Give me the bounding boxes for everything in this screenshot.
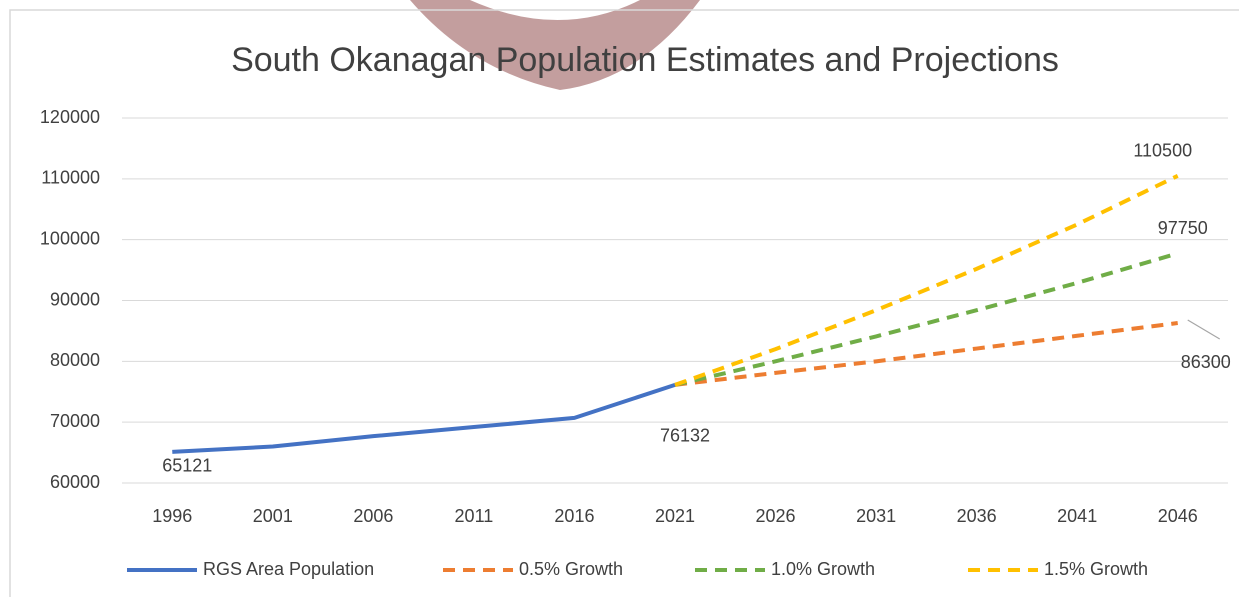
x-tick-label: 2031 xyxy=(856,506,896,526)
data-label: 65121 xyxy=(162,456,212,476)
y-tick-label: 110000 xyxy=(41,168,100,188)
y-tick-label: 100000 xyxy=(40,228,100,248)
y-tick-label: 60000 xyxy=(50,472,100,492)
x-tick-label: 2041 xyxy=(1057,506,1097,526)
y-tick-label: 90000 xyxy=(50,289,100,309)
x-tick-label: 2026 xyxy=(756,506,796,526)
data-label: 110500 xyxy=(1133,141,1192,161)
data-label: 76132 xyxy=(660,426,710,446)
x-tick-label: 2046 xyxy=(1158,506,1198,526)
watermark xyxy=(410,0,700,90)
legend-label: 1.5% Growth xyxy=(1044,559,1148,579)
legend-label: 1.0% Growth xyxy=(771,559,875,579)
y-tick-label: 70000 xyxy=(50,411,100,431)
y-tick-label: 80000 xyxy=(50,350,100,370)
series-line xyxy=(674,173,1179,387)
x-tick-label: 2016 xyxy=(554,506,594,526)
x-tick-label: 2036 xyxy=(957,506,997,526)
series-line xyxy=(674,321,1178,387)
x-tick-label: 2021 xyxy=(655,506,695,526)
legend-label: 0.5% Growth xyxy=(519,559,623,579)
x-tick-label: 2006 xyxy=(353,506,393,526)
x-tick-label: 2011 xyxy=(455,506,494,526)
legend-label: RGS Area Population xyxy=(203,559,374,579)
series-line xyxy=(172,382,676,454)
series-line xyxy=(674,251,1179,387)
chart-title: South Okanagan Population Estimates and … xyxy=(231,41,1059,79)
chart-border xyxy=(9,9,1239,597)
data-label: 86300 xyxy=(1181,352,1231,372)
y-tick-label: 120000 xyxy=(40,107,100,127)
data-label: 97750 xyxy=(1158,218,1208,238)
leader-line xyxy=(1187,319,1221,340)
x-tick-label: 1996 xyxy=(152,506,192,526)
x-tick-label: 2001 xyxy=(253,506,293,526)
